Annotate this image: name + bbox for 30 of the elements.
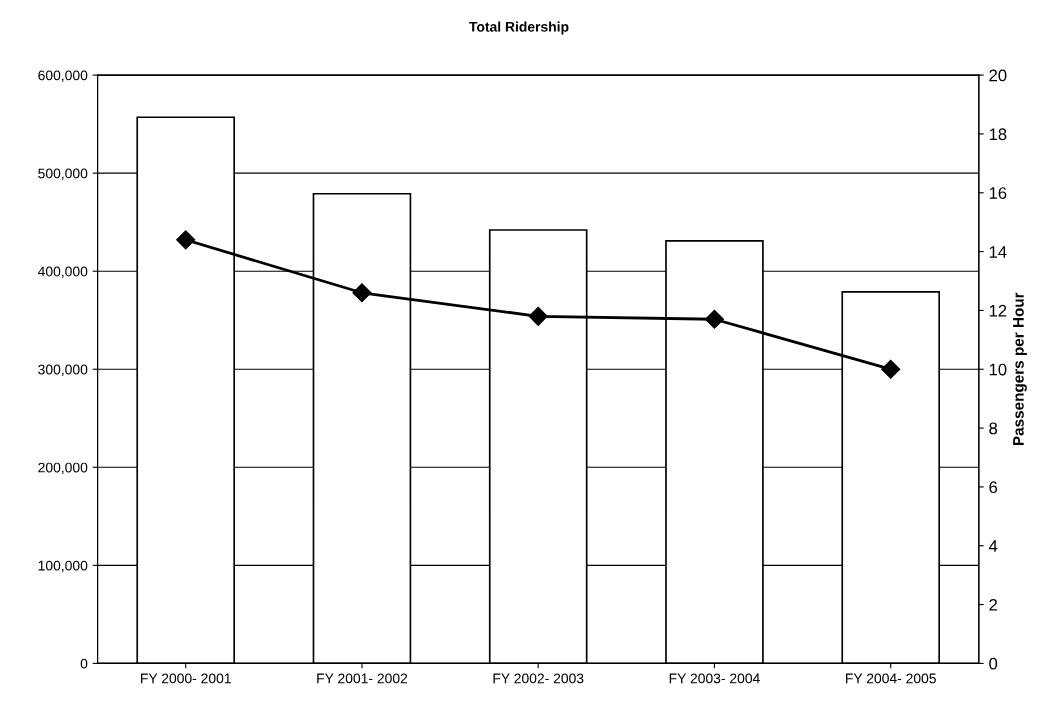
y2-tick-label: 2 <box>989 598 997 611</box>
point <box>176 230 196 250</box>
y2-tick-label: 6 <box>989 481 998 494</box>
y-tick-label: 400,000 <box>37 266 88 279</box>
point <box>352 283 372 303</box>
x-tick-label: FY 2003- 2004 <box>669 673 760 684</box>
x-tick-label: FY 2002- 2003 <box>493 673 584 684</box>
point <box>704 309 724 329</box>
y2-tick-label: 12 <box>989 304 1007 317</box>
x-tick-label: FY 2001- 2002 <box>317 673 408 684</box>
x-tick-label: FY 2000- 2001 <box>141 673 231 684</box>
y2-tick-label: 8 <box>989 422 998 435</box>
y2-tick-label: 14 <box>989 246 1007 258</box>
y2-tick-label: 10 <box>989 363 1007 376</box>
point <box>528 306 548 326</box>
y2-tick-label: 0 <box>989 657 998 670</box>
y2-axis-title: Passengers per Hour <box>1013 292 1027 446</box>
point <box>881 359 901 379</box>
y2-tick-label: 20 <box>989 69 1007 82</box>
y2-tick-label: 18 <box>989 128 1007 141</box>
x-tick-label: FY 2004- 2005 <box>846 673 936 684</box>
chart-title: Total Ridership <box>469 21 569 35</box>
y-tick-label: 100,000 <box>38 560 88 573</box>
y-tick-label: 0 <box>80 658 88 669</box>
y2-tick-label: 16 <box>989 187 1007 199</box>
y2-tick-label: 4 <box>988 540 998 552</box>
y-tick-label: 200,000 <box>38 462 88 475</box>
y-tick-label: 600,000 <box>38 70 88 82</box>
y-tick-label: 300,000 <box>38 364 88 377</box>
y-tick-label: 500,000 <box>38 168 88 180</box>
